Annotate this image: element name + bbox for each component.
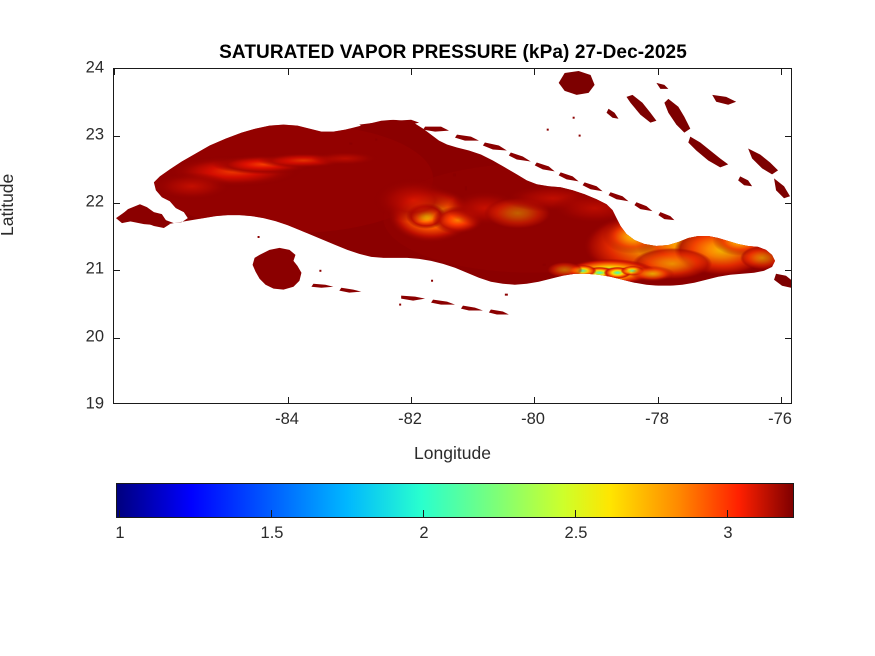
isla-de-la-juventud — [252, 247, 302, 290]
cuba-heatmap-svg — [114, 69, 791, 403]
heatmap-layer — [114, 69, 791, 403]
colorbar-tick-0 — [119, 510, 121, 517]
xtick-top-76 — [781, 69, 783, 75]
yticklabel-2: 21 — [85, 259, 104, 278]
xtick-bottom-84 — [288, 397, 290, 403]
xtick-top-84 — [288, 69, 290, 75]
xtick-top-80 — [534, 69, 536, 75]
xtick-top-82 — [411, 69, 413, 75]
bahamas-islands — [558, 70, 791, 199]
x-axis-label: Longitude — [414, 443, 491, 463]
ytick-left-23 — [114, 136, 120, 138]
ytick-right-23 — [785, 136, 791, 138]
xtick-bottom-76 — [781, 397, 783, 403]
colorbar-gradient — [117, 484, 793, 517]
yticklabel-0: 19 — [85, 394, 104, 413]
ytick-right-20 — [785, 338, 791, 340]
colorbar-tick-3 — [575, 510, 577, 517]
xticklabel-1: -82 — [398, 410, 422, 428]
ytick-left-20 — [114, 338, 120, 340]
scattered-pixels — [257, 116, 581, 306]
north-coast-cays — [359, 119, 675, 221]
yticklabel-5: 24 — [85, 58, 104, 77]
xtick-bottom-78 — [658, 397, 660, 403]
xtick-top-82-pad — [114, 69, 116, 75]
hispaniola-tip — [774, 273, 791, 288]
ytick-left-21 — [114, 270, 120, 272]
south-coast-cays — [311, 283, 509, 315]
colorbar-ticklabel-0: 1 — [115, 524, 125, 542]
xticklabel-3: -78 — [645, 410, 669, 428]
colorbar-ticklabel-3: 2.5 — [564, 524, 588, 542]
ytick-left-22 — [114, 203, 120, 205]
colorbar-tick-4 — [727, 510, 729, 517]
xticklabel-4: -76 — [768, 410, 792, 428]
yticklabel-1: 20 — [85, 327, 104, 346]
xtick-bottom-82 — [411, 397, 413, 403]
map-axes[interactable] — [113, 68, 792, 404]
colorbar[interactable] — [116, 483, 794, 518]
xtick-bottom-80 — [534, 397, 536, 403]
colorbar-ticklabel-1: 1.5 — [260, 524, 284, 542]
colorbar-tick-1 — [271, 510, 273, 517]
xticklabel-2: -80 — [521, 410, 545, 428]
ytick-right-22 — [785, 203, 791, 205]
yticklabel-4: 23 — [85, 125, 104, 144]
y-axis-label: Latitude — [0, 173, 17, 236]
page-title: SATURATED VAPOR PRESSURE (kPa) 27-Dec-20… — [219, 42, 687, 63]
xticklabel-0: -84 — [275, 410, 299, 428]
ytick-right-21 — [785, 270, 791, 272]
colorbar-ticklabel-2: 2 — [419, 524, 429, 542]
xtick-top-78 — [658, 69, 660, 75]
yticklabel-3: 22 — [85, 192, 104, 211]
colorbar-tick-2 — [423, 510, 425, 517]
cabo-san-antonio — [115, 207, 170, 229]
colorbar-ticklabel-4: 3 — [723, 524, 733, 542]
